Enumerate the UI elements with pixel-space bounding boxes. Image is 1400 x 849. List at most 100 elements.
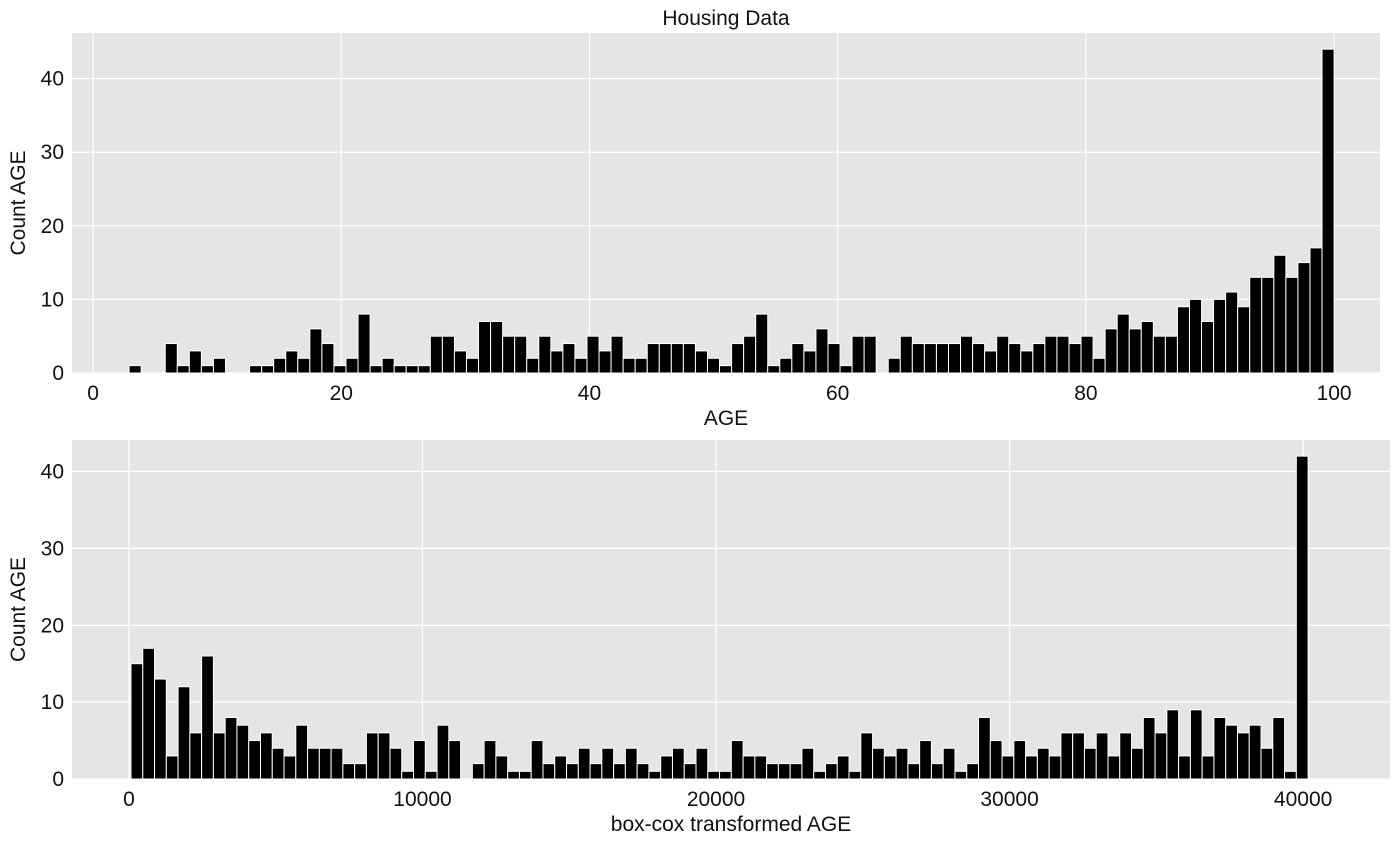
- bar: [1201, 320, 1215, 374]
- bar: [755, 313, 769, 374]
- bar: [424, 770, 438, 780]
- bar: [142, 647, 156, 780]
- bar: [357, 313, 371, 374]
- x-tick-label: 40000: [1274, 788, 1332, 811]
- bar: [1189, 709, 1203, 780]
- bar: [554, 755, 568, 780]
- bar: [471, 763, 485, 780]
- y-tick-label: 0: [52, 768, 64, 791]
- bar: [911, 343, 925, 374]
- bar: [731, 343, 745, 374]
- bar: [742, 755, 756, 780]
- bar: [478, 320, 492, 374]
- bar: [562, 343, 576, 374]
- bar: [851, 335, 865, 374]
- bar: [660, 755, 673, 780]
- bar: [401, 770, 415, 780]
- bar: [683, 763, 697, 780]
- bar: [1092, 357, 1106, 374]
- x-tick-label: 40: [578, 382, 601, 405]
- bar: [1044, 335, 1058, 374]
- bar: [354, 763, 367, 780]
- bar: [1128, 328, 1142, 374]
- bar: [369, 365, 383, 374]
- bar: [658, 343, 672, 374]
- bar: [436, 724, 450, 780]
- bar: [574, 357, 588, 374]
- bar: [1272, 717, 1286, 780]
- bar: [1025, 755, 1038, 780]
- bar: [1152, 335, 1166, 374]
- bar: [1080, 335, 1094, 374]
- bar: [1131, 747, 1144, 780]
- bar: [1154, 732, 1168, 780]
- bar: [188, 350, 202, 374]
- bar: [610, 335, 624, 374]
- bar: [577, 747, 591, 780]
- bar: [813, 770, 826, 780]
- bar: [1036, 747, 1050, 780]
- bar: [942, 747, 956, 780]
- bar: [648, 770, 662, 780]
- bar: [1140, 320, 1154, 374]
- chart-title: Housing Data: [662, 7, 790, 30]
- bar: [899, 335, 913, 374]
- bar: [984, 350, 998, 374]
- bar: [1213, 717, 1227, 780]
- bar: [261, 365, 275, 374]
- bar: [273, 357, 287, 374]
- bar: [1142, 717, 1156, 780]
- x-axis-label: AGE: [704, 407, 748, 430]
- bar: [259, 732, 273, 780]
- bar: [1048, 755, 1062, 780]
- bar: [429, 335, 443, 374]
- x-tick-label: 30000: [980, 788, 1038, 811]
- plot-area: [72, 33, 1380, 373]
- bar: [318, 747, 332, 780]
- bar: [907, 763, 921, 780]
- bar: [345, 357, 359, 374]
- bar: [200, 365, 214, 374]
- bar: [483, 740, 497, 780]
- bar: [333, 365, 347, 374]
- bar: [1188, 298, 1203, 374]
- bar: [381, 357, 395, 374]
- bar: [297, 357, 311, 374]
- bar: [1236, 732, 1250, 780]
- bar: [295, 724, 309, 780]
- bar: [1164, 335, 1178, 374]
- bar: [791, 343, 805, 374]
- bar: [321, 343, 335, 374]
- bar: [502, 335, 516, 374]
- bar: [1284, 770, 1297, 780]
- bar: [646, 343, 660, 374]
- bar: [860, 732, 874, 780]
- bar: [1013, 740, 1027, 780]
- bar: [1083, 747, 1097, 780]
- bar: [130, 663, 144, 780]
- y-tick-label: 10: [41, 288, 64, 311]
- bar: [636, 763, 650, 780]
- x-tick-label: 10000: [393, 788, 451, 811]
- bar: [165, 755, 179, 780]
- y-tick-label: 30: [41, 537, 64, 560]
- bar: [1104, 328, 1118, 374]
- bar: [598, 350, 612, 374]
- x-axis-label: box-cox transformed AGE: [611, 813, 851, 836]
- y-tick-label: 30: [41, 141, 64, 164]
- bar: [212, 732, 226, 780]
- bar: [1321, 48, 1335, 374]
- x-tick-label: 80: [1074, 382, 1097, 405]
- bar: [490, 320, 504, 374]
- bar: [309, 328, 323, 374]
- bar: [989, 740, 1003, 780]
- bar: [930, 763, 944, 780]
- bar: [848, 770, 862, 780]
- bar: [283, 755, 297, 780]
- bar: [1060, 732, 1074, 780]
- bar: [177, 686, 191, 780]
- bar: [1176, 306, 1190, 374]
- bar: [1068, 343, 1082, 374]
- bar: [1225, 724, 1238, 780]
- bar: [542, 763, 556, 780]
